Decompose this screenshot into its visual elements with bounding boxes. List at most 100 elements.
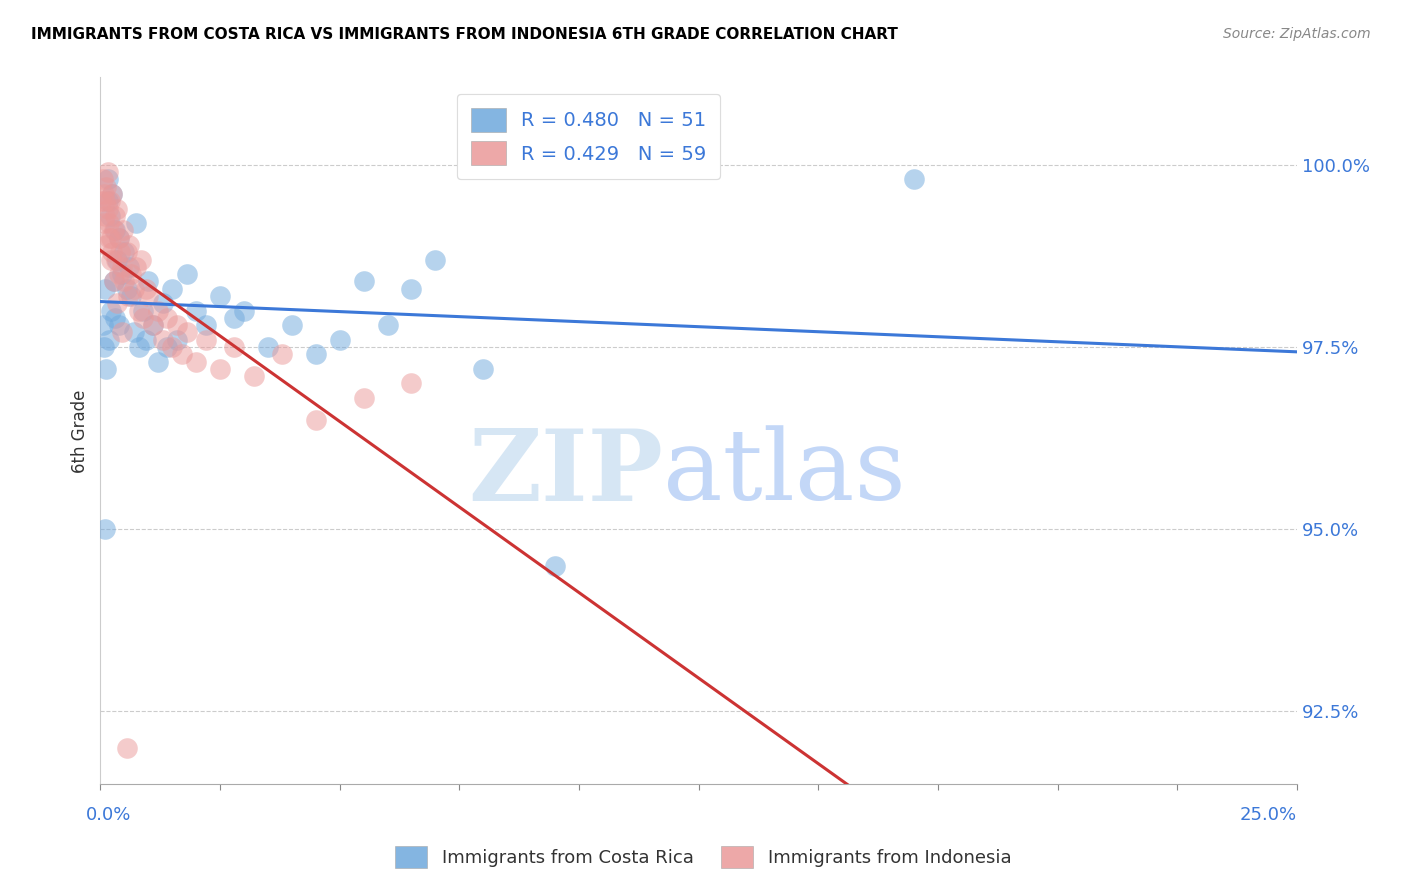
Point bbox=[208, 362, 231, 376]
Point bbox=[425, 252, 447, 267]
Text: IMMIGRANTS FROM COSTA RICA VS IMMIGRANTS FROM INDONESIA 6TH GRADE CORRELATION CH: IMMIGRANTS FROM COSTA RICA VS IMMIGRANTS… bbox=[31, 27, 898, 42]
Point bbox=[224, 310, 246, 325]
Text: ZIP: ZIP bbox=[468, 425, 662, 522]
Point bbox=[353, 275, 375, 289]
Point bbox=[142, 318, 165, 333]
Point bbox=[104, 223, 127, 237]
Point bbox=[110, 245, 132, 260]
Point bbox=[100, 303, 122, 318]
Point bbox=[104, 252, 127, 267]
Point bbox=[93, 340, 115, 354]
Point bbox=[121, 289, 143, 303]
Point bbox=[100, 252, 122, 267]
Point bbox=[152, 296, 174, 310]
Point bbox=[94, 362, 117, 376]
Point bbox=[903, 172, 925, 186]
Point bbox=[224, 340, 246, 354]
Point bbox=[136, 275, 159, 289]
Point bbox=[125, 260, 148, 274]
Point bbox=[101, 245, 124, 260]
Point bbox=[111, 267, 134, 281]
Text: 25.0%: 25.0% bbox=[1240, 806, 1298, 824]
Point bbox=[91, 318, 114, 333]
Text: Source: ZipAtlas.com: Source: ZipAtlas.com bbox=[1223, 27, 1371, 41]
Point bbox=[98, 216, 121, 230]
Point bbox=[98, 333, 121, 347]
Legend: Immigrants from Costa Rica, Immigrants from Indonesia: Immigrants from Costa Rica, Immigrants f… bbox=[384, 835, 1022, 879]
Point bbox=[129, 252, 152, 267]
Point bbox=[176, 326, 198, 340]
Point bbox=[128, 303, 150, 318]
Point bbox=[94, 179, 117, 194]
Point bbox=[115, 282, 138, 296]
Point bbox=[93, 216, 115, 230]
Legend: R = 0.480   N = 51, R = 0.429   N = 59: R = 0.480 N = 51, R = 0.429 N = 59 bbox=[457, 95, 720, 178]
Point bbox=[96, 194, 118, 209]
Point bbox=[125, 216, 148, 230]
Point bbox=[132, 310, 155, 325]
Text: 0.0%: 0.0% bbox=[86, 806, 131, 824]
Point bbox=[118, 238, 141, 252]
Point bbox=[544, 558, 567, 573]
Point bbox=[194, 318, 217, 333]
Point bbox=[146, 303, 169, 318]
Point bbox=[281, 318, 304, 333]
Point bbox=[98, 194, 121, 209]
Point bbox=[160, 282, 183, 296]
Point bbox=[108, 231, 131, 245]
Point bbox=[107, 318, 129, 333]
Point bbox=[208, 289, 231, 303]
Point bbox=[94, 209, 117, 223]
Point bbox=[93, 187, 115, 202]
Point bbox=[94, 522, 117, 536]
Point bbox=[122, 282, 145, 296]
Point bbox=[121, 267, 143, 281]
Point bbox=[156, 310, 179, 325]
Point bbox=[329, 333, 352, 347]
Point bbox=[100, 231, 122, 245]
Point bbox=[176, 267, 198, 281]
Point bbox=[105, 202, 128, 216]
Y-axis label: 6th Grade: 6th Grade bbox=[72, 389, 89, 473]
Point bbox=[242, 369, 264, 384]
Point bbox=[152, 333, 174, 347]
Point bbox=[98, 231, 121, 245]
Point bbox=[118, 260, 141, 274]
Point bbox=[108, 231, 131, 245]
Point bbox=[94, 238, 117, 252]
Point bbox=[96, 165, 118, 179]
Point bbox=[91, 172, 114, 186]
Point bbox=[104, 209, 127, 223]
Point bbox=[257, 340, 280, 354]
Point bbox=[156, 340, 179, 354]
Point bbox=[135, 333, 157, 347]
Point bbox=[90, 194, 112, 209]
Point bbox=[194, 333, 217, 347]
Point bbox=[96, 172, 118, 186]
Point bbox=[105, 252, 128, 267]
Point bbox=[105, 296, 128, 310]
Point bbox=[271, 347, 294, 361]
Point bbox=[305, 413, 328, 427]
Point bbox=[104, 310, 127, 325]
Point bbox=[184, 354, 207, 368]
Point bbox=[115, 740, 138, 755]
Point bbox=[142, 318, 165, 333]
Point bbox=[472, 362, 495, 376]
Point bbox=[170, 347, 193, 361]
Point bbox=[115, 245, 138, 260]
Point bbox=[377, 318, 399, 333]
Point bbox=[233, 303, 256, 318]
Point bbox=[305, 347, 328, 361]
Point bbox=[98, 209, 121, 223]
Point bbox=[103, 223, 125, 237]
Point bbox=[111, 326, 134, 340]
Point bbox=[107, 267, 129, 281]
Text: atlas: atlas bbox=[662, 425, 905, 521]
Point bbox=[111, 260, 134, 274]
Point bbox=[132, 303, 155, 318]
Point bbox=[160, 340, 183, 354]
Point bbox=[96, 202, 118, 216]
Point bbox=[103, 275, 125, 289]
Point bbox=[136, 289, 159, 303]
